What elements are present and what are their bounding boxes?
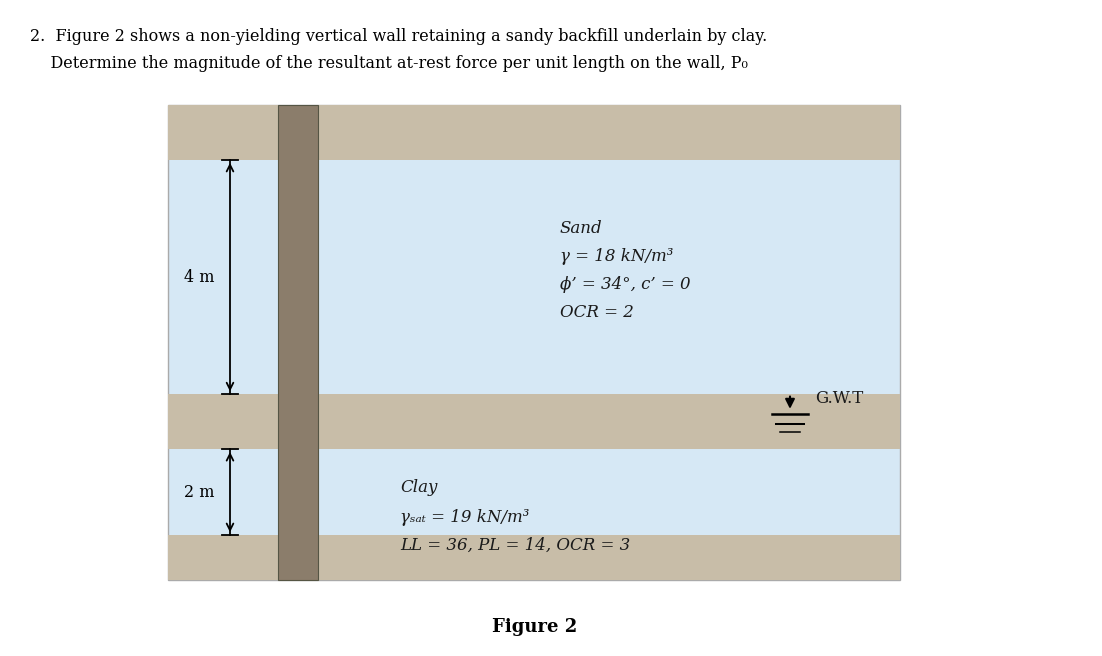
Text: ϕ’ = 34°, c’ = 0: ϕ’ = 34°, c’ = 0 bbox=[560, 276, 691, 293]
Text: 2 m: 2 m bbox=[184, 483, 214, 501]
Text: 2.  Figure 2 shows a non-yielding vertical wall retaining a sandy backfill under: 2. Figure 2 shows a non-yielding vertica… bbox=[30, 28, 767, 45]
Bar bbox=[168, 394, 900, 449]
Text: Determine the magnitude of the resultant at-rest force per unit length on the wa: Determine the magnitude of the resultant… bbox=[30, 55, 748, 72]
Text: Figure 2: Figure 2 bbox=[493, 618, 577, 636]
Text: LL = 36, PL = 14, OCR = 3: LL = 36, PL = 14, OCR = 3 bbox=[400, 537, 630, 554]
Bar bbox=[168, 535, 900, 580]
Text: γ = 18 kN/m³: γ = 18 kN/m³ bbox=[560, 248, 673, 265]
Bar bbox=[168, 105, 900, 580]
Text: Clay: Clay bbox=[400, 479, 437, 496]
Bar bbox=[168, 105, 900, 160]
Text: 4 m: 4 m bbox=[184, 268, 214, 285]
Text: Sand: Sand bbox=[560, 220, 603, 237]
Text: G.W.T: G.W.T bbox=[815, 390, 863, 407]
Text: OCR = 2: OCR = 2 bbox=[560, 304, 634, 321]
Text: γₛₐₜ = 19 kN/m³: γₛₐₜ = 19 kN/m³ bbox=[400, 509, 529, 526]
Bar bbox=[278, 105, 318, 580]
